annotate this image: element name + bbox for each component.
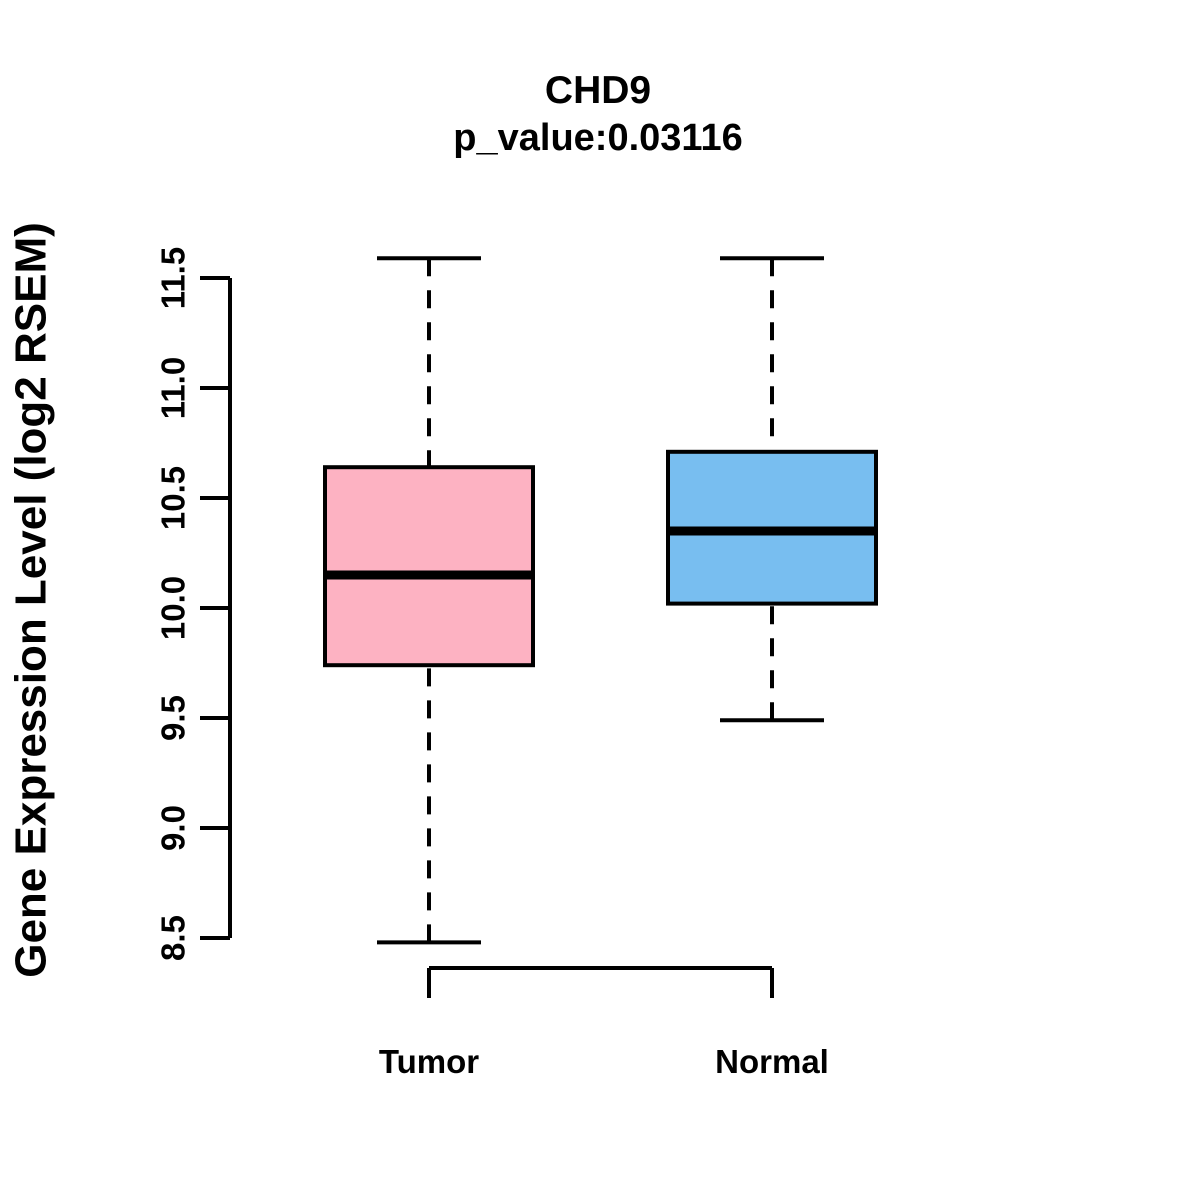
y-tick-label: 11.5 bbox=[155, 247, 192, 309]
tumor-iqr-box bbox=[323, 465, 535, 668]
chart-subtitle: p_value:0.03116 bbox=[453, 117, 742, 159]
y-tick-label: 11.0 bbox=[155, 357, 192, 419]
y-tick-label: 10.5 bbox=[155, 466, 192, 530]
y-tick-label: 10.0 bbox=[155, 576, 192, 640]
y-tick-label: 8.5 bbox=[155, 915, 192, 961]
y-tick-label: 9.0 bbox=[155, 805, 192, 851]
tumor-x-label: Tumor bbox=[379, 1043, 479, 1080]
y-axis-label: Gene Expression Level (log2 RSEM) bbox=[7, 222, 56, 978]
chart-title: CHD9 bbox=[545, 69, 651, 112]
y-tick-label: 9.5 bbox=[155, 695, 192, 741]
normal-x-label: Normal bbox=[715, 1043, 829, 1080]
